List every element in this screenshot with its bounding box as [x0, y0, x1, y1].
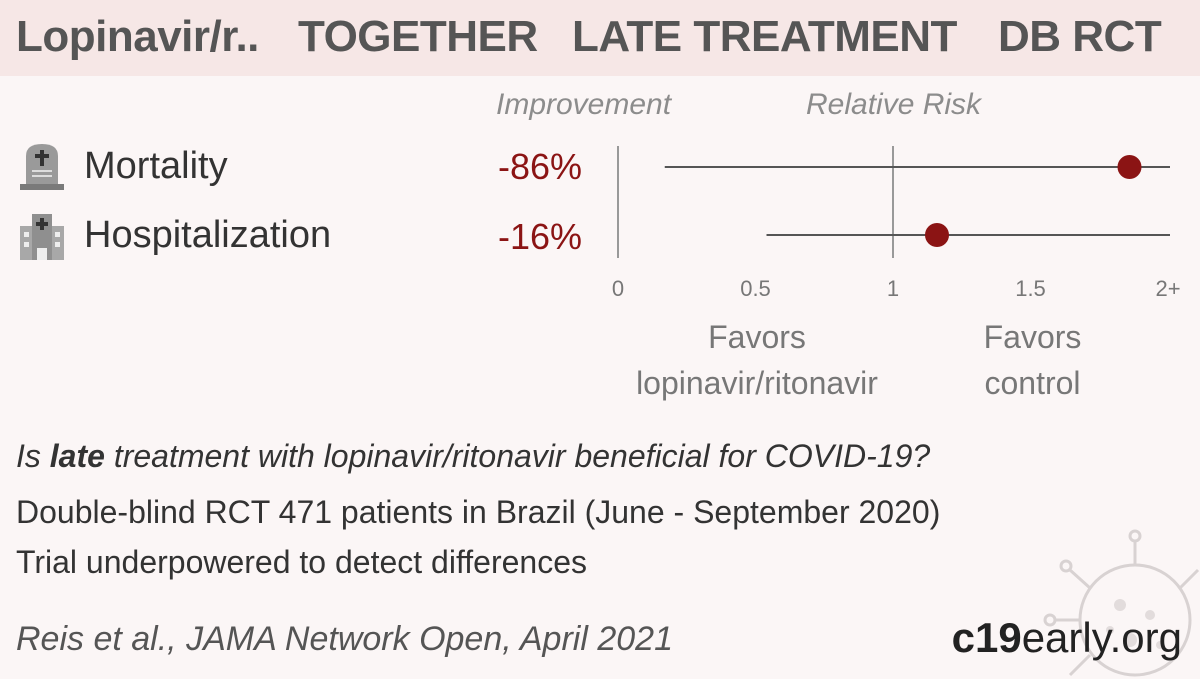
study-note: Trial underpowered to detect differences — [16, 544, 587, 580]
improvement-hospitalization: -16% — [497, 216, 582, 257]
treatment-stage: LATE TREATMENT — [572, 12, 957, 61]
virus-watermark — [1043, 529, 1200, 677]
point-estimate-1 — [925, 223, 949, 247]
favors-treatment: Favors lopinavir/ritonavir — [636, 319, 878, 401]
title-bar: Lopinavir/r.. TOGETHER LATE TREATMENT DB… — [0, 0, 1200, 76]
row-label-mortality: Mortality — [84, 145, 228, 187]
x-tick-label-0: 0 — [612, 276, 624, 301]
relative-risk-header: Relative Risk — [806, 88, 982, 121]
improvement-mortality: -86% — [497, 146, 582, 187]
x-tick-label-4: 2+ — [1155, 276, 1180, 301]
x-tick-label-1: 0.5 — [740, 276, 771, 301]
point-estimate-0 — [1117, 155, 1142, 179]
x-tick-label-2: 1 — [887, 276, 899, 301]
tombstone-icon — [16, 140, 68, 197]
improvement-header: Improvement — [496, 88, 672, 121]
question-line: Is late treatment with lopinavir/ritonav… — [16, 438, 931, 474]
trial-name: TOGETHER — [298, 12, 538, 61]
x-tick-label-3: 1.5 — [1015, 276, 1046, 301]
study-description: Double-blind RCT 471 patients in Brazil … — [16, 494, 941, 530]
citation: Reis et al., JAMA Network Open, April 20… — [16, 620, 673, 658]
drug-title: Lopinavir/r.. — [16, 12, 259, 61]
hospital-icon — [16, 210, 68, 267]
row-label-hospitalization: Hospitalization — [84, 214, 332, 256]
favors-control: Favors control — [983, 319, 1082, 401]
study-design: DB RCT — [998, 12, 1162, 61]
brand-logo[interactable]: c19early.org — [951, 614, 1182, 661]
